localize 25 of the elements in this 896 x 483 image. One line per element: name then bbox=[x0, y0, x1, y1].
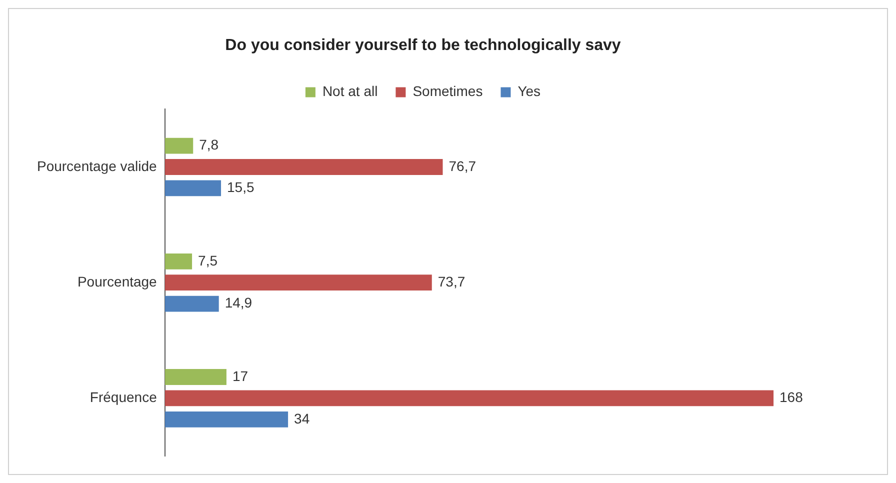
data-label: 76,7 bbox=[448, 158, 476, 174]
data-label: 14,9 bbox=[224, 294, 252, 311]
y-tick-label: Pourcentage valide bbox=[36, 158, 158, 174]
data-label: 7,5 bbox=[198, 252, 218, 268]
data-label: 34 bbox=[294, 410, 310, 426]
legend-label: Sometimes bbox=[412, 83, 483, 100]
legend-label: Not at all bbox=[322, 83, 378, 100]
chart-title: Do you consider yourself to be technologically savy bbox=[225, 37, 621, 54]
y-tick-label: Pourcentage bbox=[77, 273, 158, 290]
data-label: 17 bbox=[232, 368, 248, 384]
data-label: 7,8 bbox=[199, 136, 219, 153]
bar bbox=[164, 369, 226, 385]
bar bbox=[164, 180, 222, 196]
bar bbox=[164, 253, 192, 270]
bar bbox=[164, 274, 432, 291]
bar bbox=[164, 390, 774, 406]
y-tick-label: Fréquence bbox=[90, 389, 158, 406]
bar bbox=[164, 296, 219, 312]
bar bbox=[164, 159, 443, 175]
bar bbox=[164, 411, 288, 428]
bar bbox=[164, 138, 194, 154]
data-label: 73,7 bbox=[438, 273, 466, 290]
data-label: 168 bbox=[780, 389, 804, 406]
data-label: 15,5 bbox=[227, 179, 254, 196]
legend-label: Yes bbox=[518, 83, 541, 100]
